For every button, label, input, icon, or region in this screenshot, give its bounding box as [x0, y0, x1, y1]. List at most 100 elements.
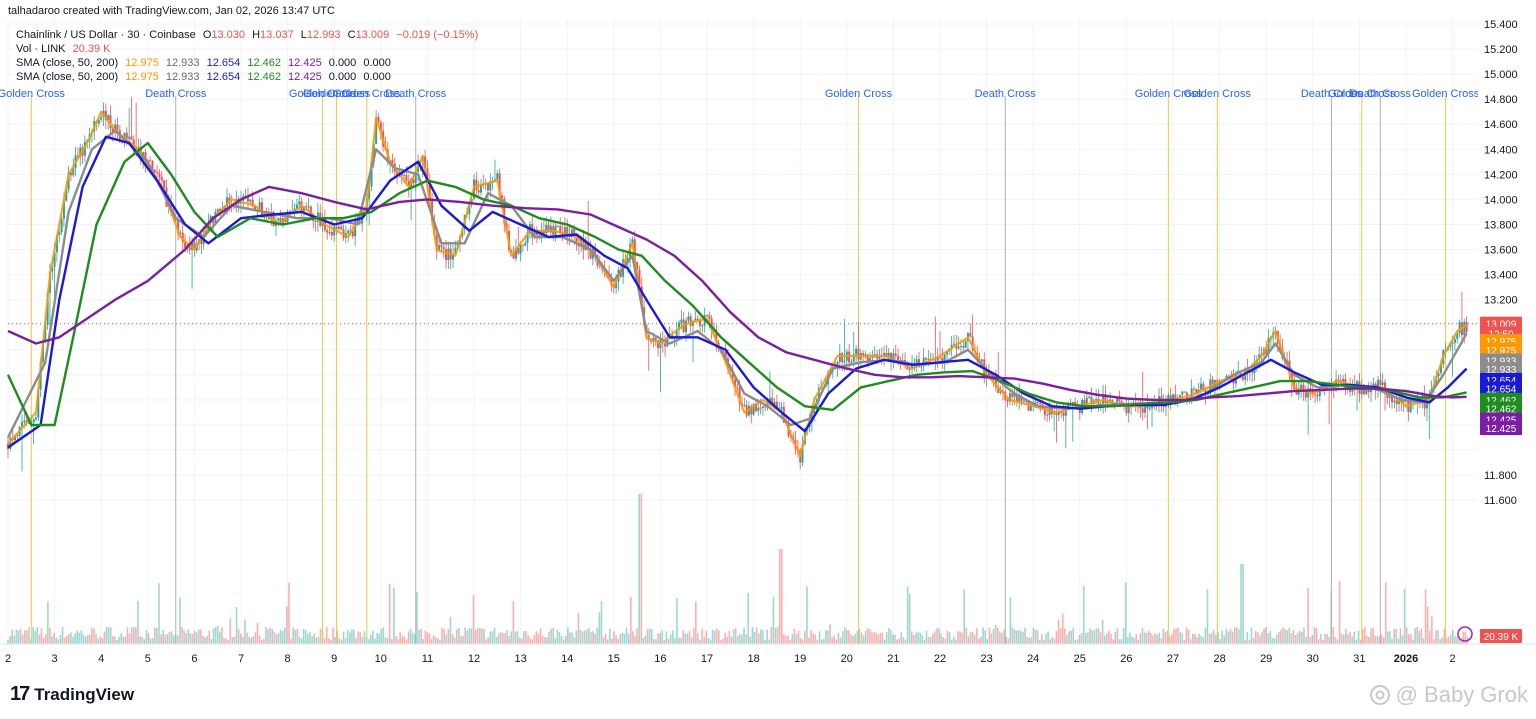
- volume-bar: [1405, 627, 1408, 644]
- volume-bar: [162, 629, 164, 644]
- volume-bar: [785, 635, 787, 644]
- volume-bar: [1150, 633, 1152, 644]
- legend-sma-row-2[interactable]: SMA (close, 50, 200) 12.975 12.933 12.65…: [16, 70, 395, 84]
- candle-body: [934, 359, 937, 361]
- volume-bar: [715, 628, 718, 644]
- volume-bar: [1351, 636, 1353, 644]
- volume-bar: [1250, 627, 1253, 644]
- legend-sma-row-1[interactable]: SMA (close, 50, 200) 12.975 12.933 12.65…: [16, 56, 395, 70]
- volume-bar: [1145, 633, 1148, 644]
- cross-label: Death Cross: [385, 88, 447, 100]
- price-tag-label: 12.933: [1486, 365, 1517, 376]
- candle-body: [407, 180, 410, 188]
- volume-bar: [1026, 637, 1028, 644]
- volume-bar: [1110, 633, 1112, 644]
- volume-bar: [1066, 634, 1068, 644]
- volume-bar: [690, 637, 693, 644]
- volume-bar: [1384, 582, 1387, 644]
- volume-bar: [307, 633, 309, 644]
- volume-bar: [1166, 630, 1169, 644]
- candle-body: [1391, 396, 1394, 403]
- volume-bar: [1439, 639, 1442, 644]
- volume-bar: [680, 637, 682, 644]
- volume-bar: [1087, 632, 1089, 644]
- volume-bar: [26, 630, 28, 644]
- volume-bar: [1361, 629, 1364, 644]
- volume-bar: [443, 629, 445, 644]
- cross-label: Death Cross: [1350, 88, 1412, 100]
- volume-bar: [451, 634, 454, 644]
- volume-bar: [124, 636, 127, 644]
- volume-bar: [776, 627, 779, 644]
- volume-bar: [615, 635, 617, 644]
- volume-bar: [787, 635, 789, 644]
- price-tag-label: 12.462: [1486, 405, 1517, 416]
- volume-bar: [856, 631, 859, 644]
- time-axis[interactable]: 2 3 4 5 6 7 8 9 10 11 12 13 14 15 16 17 18 19 20 21 22 23 24 25…: [0, 643, 1536, 665]
- tradingview-logo[interactable]: 17 TradingView: [10, 683, 134, 706]
- volume-bar: [655, 639, 657, 644]
- candle-body: [377, 116, 380, 123]
- candle-body: [498, 173, 501, 196]
- volume-bar: [342, 631, 345, 644]
- volume-bar: [875, 632, 877, 644]
- price-tag: [1480, 362, 1522, 377]
- volume-bar: [88, 634, 91, 644]
- price-tags: 13.00912:5012.97512.97512.93312.93312.65…: [1457, 316, 1522, 643]
- volume-bar: [189, 633, 192, 644]
- volume-bar: [606, 639, 609, 644]
- volume-bar: [208, 630, 211, 644]
- candle-body: [442, 247, 445, 250]
- volume-bar: [707, 638, 710, 644]
- volume-bar: [1309, 636, 1312, 644]
- candle-body: [517, 248, 520, 254]
- volume-bar: [346, 629, 349, 644]
- time-tick: 31: [1353, 653, 1365, 665]
- candle-body: [258, 202, 261, 210]
- volume-bar: [1397, 638, 1400, 644]
- candle-body: [60, 218, 63, 232]
- volume-bar: [1225, 628, 1228, 644]
- volume-bar: [1072, 627, 1075, 644]
- volume-bar: [288, 582, 290, 644]
- volume-bar: [1305, 637, 1307, 644]
- volume-bar: [1017, 629, 1020, 644]
- volume-bar: [378, 634, 380, 644]
- volume-bar: [766, 629, 768, 644]
- candle-body: [132, 139, 135, 147]
- candle-body: [897, 355, 900, 361]
- candle-body: [1356, 381, 1359, 388]
- volume-bar: [820, 639, 823, 644]
- candle-body: [559, 225, 562, 233]
- volume-bar: [133, 627, 135, 644]
- candle-body: [708, 315, 711, 319]
- volume-bar: [1271, 637, 1274, 644]
- symbol-name[interactable]: Chainlink / US Dollar · 30 · Coinbase: [16, 29, 196, 41]
- volume-bar: [537, 633, 540, 644]
- volume-bar: [275, 634, 278, 644]
- volume-bar: [674, 637, 676, 644]
- candle-body: [116, 124, 119, 131]
- price-tag: [1480, 401, 1522, 416]
- volume-bar: [946, 630, 949, 644]
- volume-bar: [1242, 564, 1244, 644]
- candle-body: [869, 358, 872, 362]
- volume-bar: [980, 636, 982, 644]
- volume-bar: [437, 638, 439, 644]
- price-tick: 11.800: [1484, 470, 1517, 482]
- candle-body: [111, 128, 114, 133]
- legend-volume-row[interactable]: Vol · LINK 20.39 K: [16, 42, 115, 56]
- candle-body: [694, 318, 697, 321]
- volume-bar: [722, 638, 724, 644]
- volume-bar: [1208, 634, 1211, 644]
- price-tick: 14.000: [1484, 194, 1518, 206]
- volume-bar: [84, 636, 87, 644]
- volume-bar: [711, 629, 714, 644]
- volume-bar: [103, 631, 106, 644]
- volume-bar: [768, 639, 771, 644]
- volume-bar: [1322, 639, 1324, 644]
- price-tick: 14.800: [1484, 94, 1518, 106]
- volume-bar: [411, 632, 414, 644]
- volume-bar: [1240, 564, 1242, 644]
